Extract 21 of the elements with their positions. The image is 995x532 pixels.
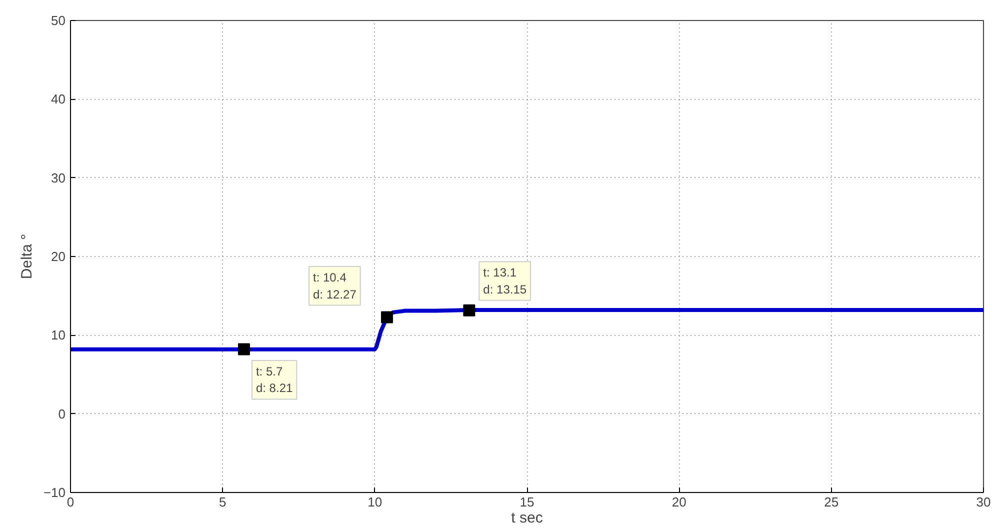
y-tick-label: 50 [51,13,66,28]
y-tick-label: 0 [58,406,66,422]
y-tick-label: 40 [51,92,66,107]
x-tick-label: 30 [976,494,991,510]
x-tick-label: 10 [368,494,382,510]
y-tick-label: 20 [51,249,66,264]
y-axis-title: Delta ° [18,234,36,280]
y-tick-label: 10 [51,328,66,343]
point [381,311,394,324]
point [238,343,250,356]
x-tick-label: 15 [520,494,534,510]
annotation: t: 5.7 d: 8.21 [256,364,293,396]
y-tick-label: 30 [51,170,66,186]
x-axis-title: t sec [511,510,544,526]
annotation: t: 10.4 d: 12.27 [313,270,357,302]
point [463,304,476,316]
annotation: t: 13.1 d: 13.15 [483,266,527,296]
x-tick-label: 20 [672,494,686,510]
x-tick-label: 5 [219,494,226,510]
x-tick-label: 25 [824,494,839,510]
y-tick-label: −10 [43,485,66,500]
